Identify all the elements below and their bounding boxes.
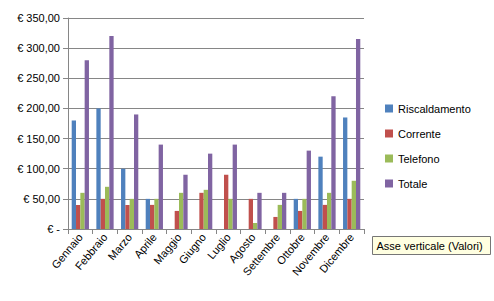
svg-text:€ 100,00: € 100,00 (17, 163, 60, 175)
svg-text:Agosto: Agosto (226, 231, 258, 266)
svg-text:Febbraio: Febbraio (72, 231, 109, 272)
svg-text:€ 300,00: € 300,00 (17, 42, 60, 54)
svg-text:Riscaldamento: Riscaldamento (398, 103, 471, 115)
svg-text:Asse verticale (Valori): Asse verticale (Valori) (377, 240, 483, 252)
svg-text:Aprile: Aprile (131, 231, 159, 261)
svg-text:Corrente: Corrente (398, 128, 441, 140)
svg-text:€ 50,00: € 50,00 (23, 193, 60, 205)
svg-text:Luglio: Luglio (204, 231, 233, 262)
svg-text:€ 250,00: € 250,00 (17, 72, 60, 84)
svg-text:€ 200,00: € 200,00 (17, 102, 60, 114)
svg-text:Dicembre: Dicembre (317, 231, 356, 275)
svg-text:Gennaio: Gennaio (49, 231, 85, 271)
svg-text:€ 350,00: € 350,00 (17, 12, 60, 24)
svg-text:Maggio: Maggio (151, 231, 184, 267)
svg-text:Totale: Totale (398, 178, 427, 190)
svg-text:€ -: € - (47, 223, 60, 235)
svg-text:Marzo: Marzo (105, 231, 134, 262)
svg-text:Giugno: Giugno (176, 231, 208, 266)
svg-text:€ 150,00: € 150,00 (17, 133, 60, 145)
svg-text:Settembre: Settembre (240, 231, 282, 278)
svg-text:Novembre: Novembre (289, 231, 332, 278)
svg-text:Ottobre: Ottobre (274, 231, 307, 267)
svg-text:Telefono: Telefono (398, 153, 440, 165)
